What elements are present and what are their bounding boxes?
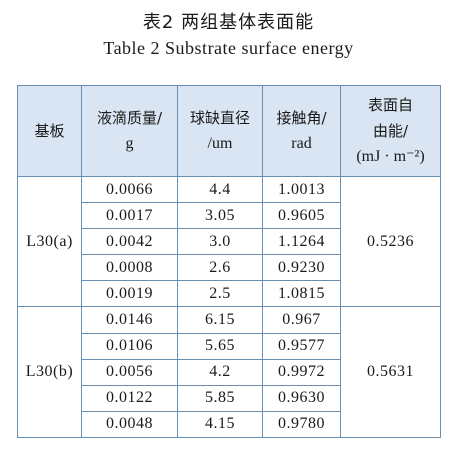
surface-energy-table: 基板 液滴质量/ g 球缺直径 /um 接触角/ rad 表面自 由能/ (mJ… — [17, 85, 441, 439]
cell-angle: 0.9780 — [262, 410, 341, 439]
header-sphere-diameter-line1: 球缺直径 — [189, 109, 250, 127]
cell-angle: 0.9630 — [262, 384, 341, 412]
surface-energy-a: 0.5236 — [340, 175, 441, 308]
header-surface-energy: 表面自 由能/ (mJ · m⁻²) — [340, 85, 441, 177]
header-sphere-diameter: 球缺直径 /um — [177, 85, 263, 177]
cell-mass: 0.0106 — [81, 332, 178, 360]
cell-angle: 0.9972 — [262, 358, 341, 386]
table-row: 0.0017 3.05 0.9605 — [18, 202, 441, 230]
header-surface-energy-line1: 表面自 — [367, 96, 413, 114]
header-row: 基板 液滴质量/ g 球缺直径 /um 接触角/ rad 表面自 由能/ (mJ… — [17, 85, 441, 177]
cell-mass: 0.0056 — [81, 358, 178, 386]
cell-diameter: 3.0 — [177, 228, 263, 256]
cell-mass: 0.0042 — [81, 228, 178, 256]
cell-mass: 0.0048 — [81, 410, 178, 439]
cell-diameter: 4.4 — [177, 175, 263, 204]
table-row: 0.0019 2.5 1.0815 — [18, 280, 441, 308]
header-contact-angle-line2: rad — [291, 135, 312, 152]
cell-angle: 1.1264 — [262, 228, 341, 256]
header-contact-angle-line1: 接触角/ — [276, 109, 327, 127]
table-row: 0.0056 4.2 0.9972 — [18, 358, 441, 386]
cell-angle: 1.0013 — [262, 175, 341, 204]
table-row: 0.0048 4.15 0.9780 — [18, 410, 441, 439]
cell-mass: 0.0066 — [81, 175, 178, 204]
header-contact-angle: 接触角/ rad — [262, 85, 341, 177]
cell-diameter: 5.65 — [177, 332, 263, 360]
table-caption-en: Table 2 Substrate surface energy — [103, 38, 354, 58]
header-droplet-mass-line1: 液滴质量/ — [96, 109, 163, 127]
cell-diameter: 2.6 — [177, 254, 263, 282]
header-substrate: 基板 — [17, 85, 82, 177]
table-row: 0.0008 2.6 0.9230 — [18, 254, 441, 282]
table-row: L30(a) 0.0066 4.4 1.0013 0.5236 — [17, 175, 441, 308]
cell-angle: 0.9605 — [262, 202, 341, 230]
header-sphere-diameter-line2: /um — [207, 135, 233, 152]
cell-angle: 0.967 — [262, 306, 341, 334]
cell-mass: 0.0122 — [81, 384, 178, 412]
cell-mass: 0.0019 — [81, 280, 178, 308]
header-surface-energy-line3: (mJ · m⁻²) — [356, 148, 425, 165]
cell-mass: 0.0146 — [81, 306, 178, 334]
header-substrate-label: 基板 — [34, 122, 65, 140]
header-droplet-mass: 液滴质量/ g — [81, 85, 178, 177]
cell-diameter: 3.05 — [177, 202, 263, 230]
cell-diameter: 4.15 — [177, 410, 263, 439]
surface-energy-b: 0.5631 — [340, 306, 441, 438]
group-label-b: L30(b) — [17, 306, 82, 438]
cell-diameter: 2.5 — [177, 280, 263, 308]
table-row: 0.0106 5.65 0.9577 — [18, 332, 441, 360]
table-row: 0.0122 5.85 0.9630 — [18, 384, 441, 412]
cell-diameter: 5.85 — [177, 384, 263, 412]
cell-angle: 1.0815 — [262, 280, 341, 308]
cell-mass: 0.0017 — [81, 202, 178, 230]
header-surface-energy-line2: 由能/ — [372, 122, 409, 140]
cell-diameter: 4.2 — [177, 358, 263, 386]
cell-angle: 0.9577 — [262, 332, 341, 360]
group-label-a: L30(a) — [17, 175, 82, 308]
cell-angle: 0.9230 — [262, 254, 341, 282]
table-row: L30(b) 0.0146 6.15 0.967 0.5631 — [17, 306, 441, 438]
header-droplet-mass-line2: g — [125, 135, 134, 152]
cell-mass: 0.0008 — [81, 254, 178, 282]
cell-diameter: 6.15 — [177, 306, 263, 334]
table-caption-zh: 表2 两组基体表面能 — [142, 12, 315, 33]
table-row: 0.0042 3.0 1.1264 — [18, 228, 441, 256]
